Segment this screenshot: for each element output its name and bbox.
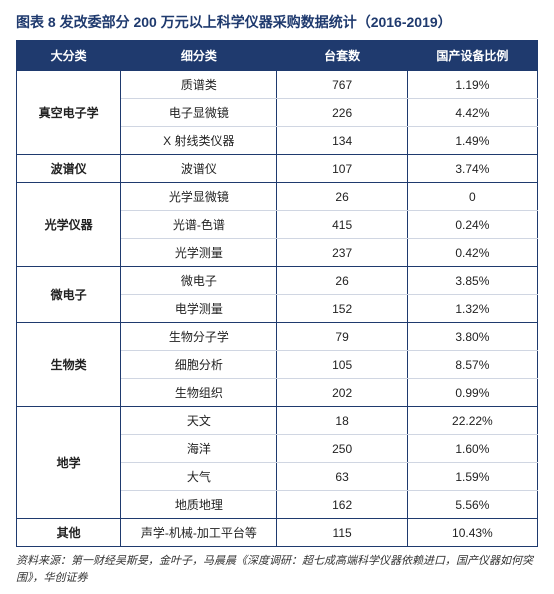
table-row: 其他声学-机械-加工平台等11510.43% [17, 519, 538, 547]
table-header-cell: 台套数 [277, 41, 407, 71]
table-row: 波谱仪波谱仪1073.74% [17, 155, 538, 183]
ratio-cell: 4.42% [407, 99, 537, 127]
ratio-cell: 10.43% [407, 519, 537, 547]
ratio-cell: 1.59% [407, 463, 537, 491]
table-header-row: 大分类细分类台套数国产设备比例 [17, 41, 538, 71]
subcategory-cell: 海洋 [121, 435, 277, 463]
count-cell: 415 [277, 211, 407, 239]
category-cell: 其他 [17, 519, 121, 547]
subcategory-cell: 波谱仪 [121, 155, 277, 183]
subcategory-cell: 天文 [121, 407, 277, 435]
ratio-cell: 0.42% [407, 239, 537, 267]
subcategory-cell: 质谱类 [121, 71, 277, 99]
count-cell: 250 [277, 435, 407, 463]
source-footnote: 资料来源：第一财经吴斯旻，金叶子，马晨晨《深度调研：超七成高端科学仪器依赖进口，… [16, 553, 538, 586]
category-cell: 光学仪器 [17, 183, 121, 267]
ratio-cell: 0.24% [407, 211, 537, 239]
ratio-cell: 1.32% [407, 295, 537, 323]
count-cell: 237 [277, 239, 407, 267]
count-cell: 107 [277, 155, 407, 183]
count-cell: 162 [277, 491, 407, 519]
data-table: 大分类细分类台套数国产设备比例 真空电子学质谱类7671.19%电子显微镜226… [16, 40, 538, 547]
count-cell: 152 [277, 295, 407, 323]
table-header-cell: 国产设备比例 [407, 41, 537, 71]
count-cell: 202 [277, 379, 407, 407]
subcategory-cell: 光谱-色谱 [121, 211, 277, 239]
chart-title: 图表 8 发改委部分 200 万元以上科学仪器采购数据统计（2016-2019） [16, 12, 538, 32]
count-cell: 63 [277, 463, 407, 491]
subcategory-cell: 地质地理 [121, 491, 277, 519]
ratio-cell: 1.60% [407, 435, 537, 463]
table-header-cell: 细分类 [121, 41, 277, 71]
table-row: 微电子微电子263.85% [17, 267, 538, 295]
subcategory-cell: 微电子 [121, 267, 277, 295]
ratio-cell: 1.49% [407, 127, 537, 155]
subcategory-cell: 光学显微镜 [121, 183, 277, 211]
category-cell: 波谱仪 [17, 155, 121, 183]
ratio-cell: 3.85% [407, 267, 537, 295]
ratio-cell: 8.57% [407, 351, 537, 379]
count-cell: 105 [277, 351, 407, 379]
table-row: 地学天文1822.22% [17, 407, 538, 435]
subcategory-cell: 电子显微镜 [121, 99, 277, 127]
table-row: 真空电子学质谱类7671.19% [17, 71, 538, 99]
subcategory-cell: 电学测量 [121, 295, 277, 323]
ratio-cell: 3.80% [407, 323, 537, 351]
ratio-cell: 0 [407, 183, 537, 211]
ratio-cell: 0.99% [407, 379, 537, 407]
ratio-cell: 5.56% [407, 491, 537, 519]
subcategory-cell: 生物组织 [121, 379, 277, 407]
count-cell: 767 [277, 71, 407, 99]
table-row: 生物类生物分子学793.80% [17, 323, 538, 351]
subcategory-cell: 生物分子学 [121, 323, 277, 351]
subcategory-cell: 细胞分析 [121, 351, 277, 379]
table-header-cell: 大分类 [17, 41, 121, 71]
count-cell: 226 [277, 99, 407, 127]
count-cell: 134 [277, 127, 407, 155]
subcategory-cell: 大气 [121, 463, 277, 491]
subcategory-cell: 声学-机械-加工平台等 [121, 519, 277, 547]
category-cell: 微电子 [17, 267, 121, 323]
count-cell: 18 [277, 407, 407, 435]
table-row: 光学仪器光学显微镜260 [17, 183, 538, 211]
ratio-cell: 22.22% [407, 407, 537, 435]
subcategory-cell: X 射线类仪器 [121, 127, 277, 155]
table-body: 真空电子学质谱类7671.19%电子显微镜2264.42%X 射线类仪器1341… [17, 71, 538, 547]
ratio-cell: 1.19% [407, 71, 537, 99]
count-cell: 115 [277, 519, 407, 547]
category-cell: 真空电子学 [17, 71, 121, 155]
count-cell: 79 [277, 323, 407, 351]
ratio-cell: 3.74% [407, 155, 537, 183]
count-cell: 26 [277, 183, 407, 211]
count-cell: 26 [277, 267, 407, 295]
category-cell: 生物类 [17, 323, 121, 407]
subcategory-cell: 光学测量 [121, 239, 277, 267]
